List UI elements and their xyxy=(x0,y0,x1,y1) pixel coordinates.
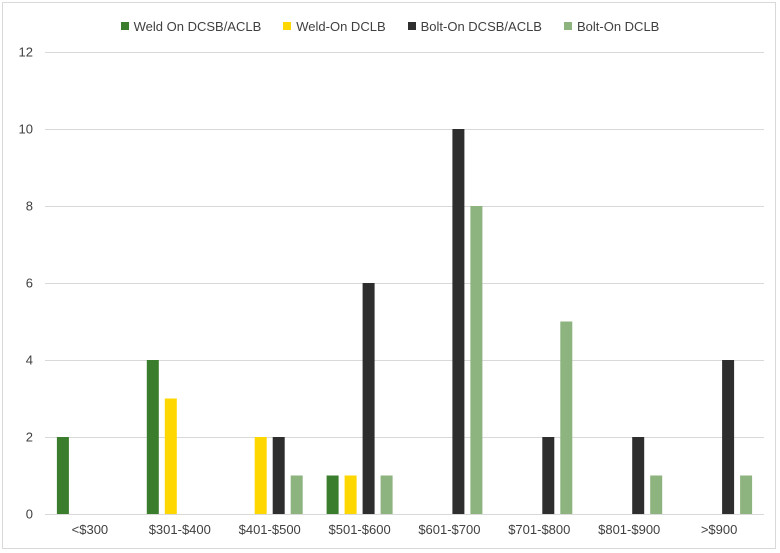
legend-swatch xyxy=(283,22,292,30)
x-tick-label: $601-$700 xyxy=(418,522,480,537)
x-tick-label: >$900 xyxy=(701,522,738,537)
bar xyxy=(146,360,159,514)
bar xyxy=(722,360,735,514)
legend-swatch xyxy=(120,22,129,30)
legend-swatch xyxy=(407,22,416,30)
legend-label: Bolt-On DCLB xyxy=(576,18,660,34)
bar xyxy=(326,475,339,514)
legend-swatch xyxy=(563,22,572,30)
legend-label: Weld On DCSB/ACLB xyxy=(133,18,262,34)
bars xyxy=(56,129,753,514)
bar xyxy=(632,437,645,514)
legend: Weld On DCSB/ACLB Weld-On DCLB Bolt-On D… xyxy=(0,17,780,35)
x-tick-label: <$300 xyxy=(72,522,109,537)
bar xyxy=(344,475,357,514)
bar xyxy=(362,283,375,514)
bar xyxy=(650,475,663,514)
y-tick-label: 6 xyxy=(26,276,33,291)
x-tick-label: $301-$400 xyxy=(149,522,211,537)
legend-item-weld-on-dclb: Weld-On DCLB xyxy=(283,18,386,34)
y-tick-label: 4 xyxy=(26,353,33,368)
bar xyxy=(272,437,285,514)
x-tick-label: $501-$600 xyxy=(329,522,391,537)
bar xyxy=(254,437,267,514)
bar xyxy=(452,129,465,514)
legend-label: Bolt-On DCSB/ACLB xyxy=(420,18,542,34)
x-axis: <$300 $301-$400 $401-$500 $501-$600 $601-$70… xyxy=(72,522,738,537)
bar xyxy=(164,398,177,514)
bar xyxy=(560,321,573,514)
legend-item-weld-on-dcsb-aclb: Weld On DCSB/ACLB xyxy=(120,18,262,34)
y-tick-label: 2 xyxy=(26,430,33,445)
bar xyxy=(470,206,483,514)
bar xyxy=(740,475,753,514)
x-tick-label: $801-$900 xyxy=(598,522,660,537)
bar xyxy=(56,437,69,514)
legend-item-bolt-on-dclb: Bolt-On DCLB xyxy=(563,18,660,34)
x-tick-label: $401-$500 xyxy=(239,522,301,537)
bar xyxy=(542,437,555,514)
bar xyxy=(290,475,303,514)
y-axis: 0 2 4 6 8 10 12 xyxy=(19,45,33,522)
legend-item-bolt-on-dcsb-aclb: Bolt-On DCSB/ACLB xyxy=(407,18,542,34)
y-tick-label: 0 xyxy=(26,507,33,522)
bar xyxy=(380,475,393,514)
x-tick-label: $701-$800 xyxy=(508,522,570,537)
legend-label: Weld-On DCLB xyxy=(296,18,386,34)
y-tick-label: 10 xyxy=(19,122,33,137)
y-tick-label: 8 xyxy=(26,199,33,214)
y-tick-label: 12 xyxy=(19,45,33,60)
